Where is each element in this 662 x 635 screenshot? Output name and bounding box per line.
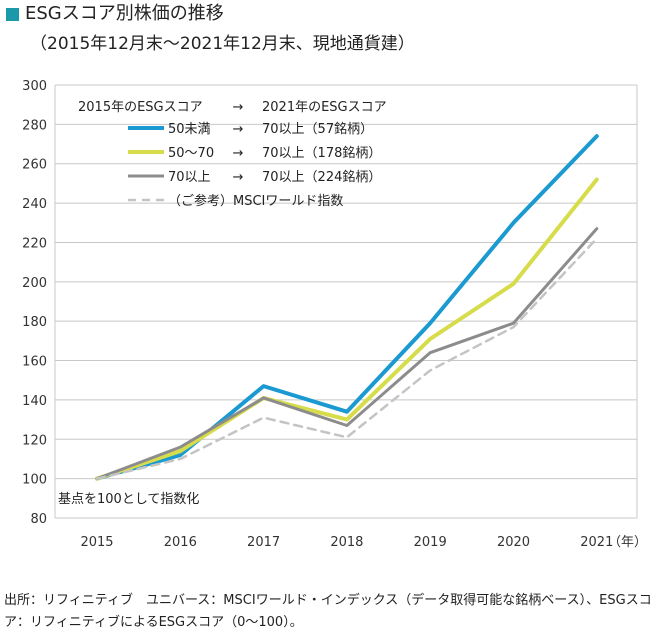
y-tick-label: 200 <box>22 276 47 291</box>
series-layer <box>95 134 599 481</box>
legend-target-1: 70以上（178銘柄） <box>262 146 381 161</box>
y-tick-label: 240 <box>22 197 47 212</box>
legend-label-3: （ご参考）MSCIワールド指数 <box>168 193 343 209</box>
series-line-0 <box>95 134 599 481</box>
grid-layer <box>54 84 638 519</box>
legend-arrow-2: → <box>233 170 244 185</box>
x-tick-label: 2020 <box>497 535 530 550</box>
y-tick-label: 260 <box>22 158 47 173</box>
line-chart: 80 100 120 140 160 180 200 220 240 260 280 300 2015 2… <box>22 79 647 550</box>
y-tick-label: 220 <box>22 236 47 251</box>
y-tick-label: 300 <box>22 79 47 94</box>
legend-header-arrow: → <box>233 100 244 115</box>
index-note: 基点を100として指数化 <box>58 492 199 507</box>
y-tick-label: 80 <box>30 512 47 527</box>
legend-label-1: 50〜70 <box>168 146 214 161</box>
axis-layer: 80 100 120 140 160 180 200 220 240 260 280 300 2015 2… <box>22 79 647 550</box>
series-line-2 <box>95 227 599 481</box>
series-line-3 <box>95 237 599 480</box>
x-axis-unit: （年） <box>608 535 647 550</box>
y-tick-label: 100 <box>22 473 47 488</box>
title-square-icon <box>6 7 19 21</box>
series-line-1 <box>95 177 599 481</box>
chart-title-text: ESGスコア別株価の推移 <box>25 3 224 24</box>
y-tick-label: 120 <box>22 433 47 448</box>
chart-title: ESGスコア別株価の推移 <box>6 2 224 26</box>
legend-header-right: 2021年のESGスコア <box>262 100 387 115</box>
legend-target-0: 70以上（57銘柄） <box>262 122 373 137</box>
legend-label-0: 50未満 <box>168 122 211 137</box>
y-tick-label: 140 <box>22 394 47 409</box>
legend-arrow-1: → <box>233 146 244 161</box>
x-tick-label: 2021 <box>580 535 613 550</box>
x-tick-label: 2017 <box>247 535 280 550</box>
x-tick-label: 2018 <box>330 535 363 550</box>
x-tick-label: 2016 <box>164 535 197 550</box>
y-tick-label: 160 <box>22 355 47 370</box>
y-tick-label: 180 <box>22 315 47 330</box>
source-note: 出所：リフィニティブ ユニバース：MSCIワールド・インデックス（データ取得可能… <box>4 593 652 630</box>
legend: 2015年のESGスコア → 2021年のESGスコア 50未満 → 70以上（57銘柄）… <box>78 100 387 209</box>
y-tick-label: 280 <box>22 118 47 133</box>
legend-header-left: 2015年のESGスコア <box>78 100 203 115</box>
chart-subtitle: （2015年12月末〜2021年12月末、現地通貨建） <box>30 34 415 54</box>
x-tick-label: 2019 <box>414 535 447 550</box>
x-tick-label: 2015 <box>80 535 113 550</box>
legend-label-2: 70以上 <box>168 170 211 185</box>
legend-target-2: 70以上（224銘柄） <box>262 170 381 185</box>
legend-arrow-0: → <box>233 122 244 137</box>
